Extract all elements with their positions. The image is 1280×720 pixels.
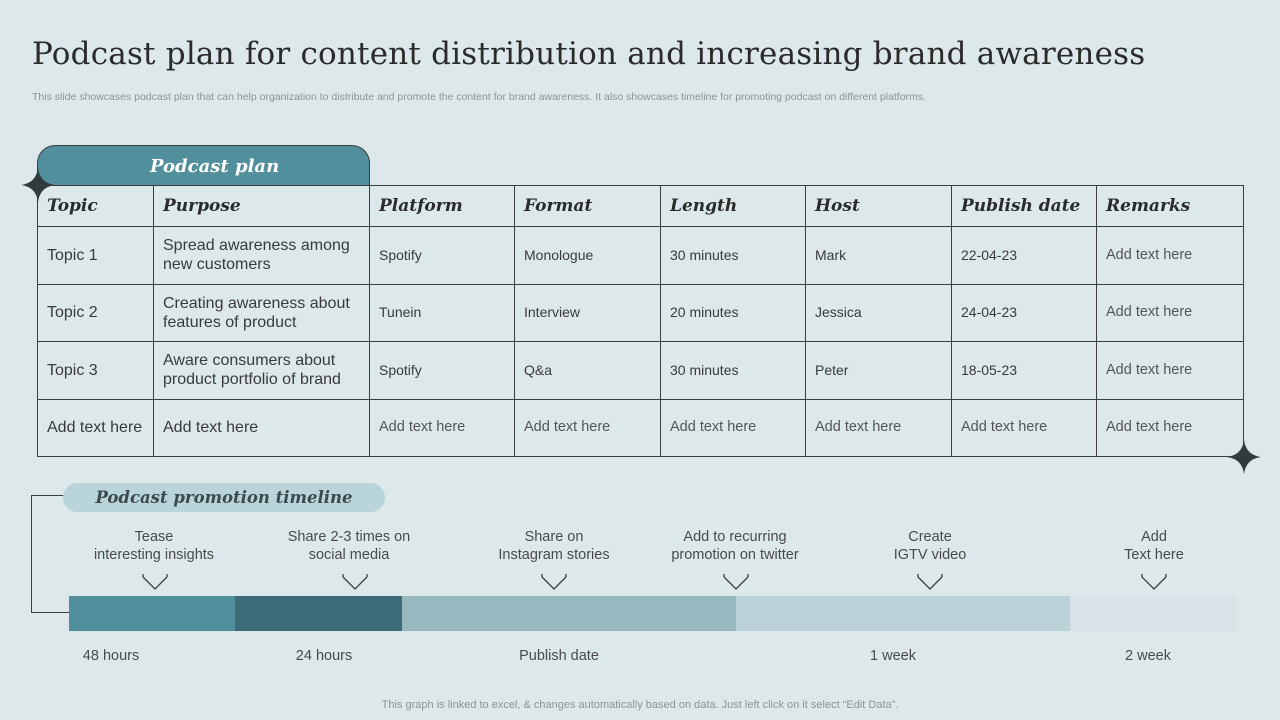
header-format: Format xyxy=(514,185,661,227)
cell-host: Add text here xyxy=(805,398,952,457)
table-header-row: Topic Purpose Platform Format Length Hos… xyxy=(37,185,1244,227)
chevron-down-icon xyxy=(1141,574,1167,590)
header-platform: Platform xyxy=(369,185,515,227)
chevron-down-icon xyxy=(342,574,368,590)
cell-purpose: Creating awareness about features of pro… xyxy=(153,283,370,342)
cell-purpose: Aware consumers about product portfolio … xyxy=(153,341,370,400)
timeline-step: Add to recurring promotion on twitter xyxy=(671,528,798,564)
cell-topic: Topic 1 xyxy=(37,226,154,285)
cell-topic: Topic 3 xyxy=(37,341,154,400)
cell-length: 30 minutes xyxy=(660,341,806,400)
timeline-step-line: IGTV video xyxy=(893,547,967,563)
timeline-segment xyxy=(235,596,403,631)
cell-remarks: Add text here xyxy=(1096,283,1244,342)
timeline-segment xyxy=(1070,596,1237,631)
cell-host: Mark xyxy=(805,226,952,285)
cell-purpose: Add text here xyxy=(153,398,370,457)
header-length: Length xyxy=(660,185,806,227)
timeline-step-line: Add to recurring xyxy=(683,529,787,545)
timeline-step: Tease interesting insights xyxy=(94,528,214,564)
table-row: Add text here Add text here Add text her… xyxy=(37,398,1244,457)
cell-host: Peter xyxy=(805,341,952,400)
timeline-step-line: Text here xyxy=(1124,547,1184,563)
timeline-time-label: 1 week xyxy=(870,648,916,664)
timeline-step-line: Share on xyxy=(524,529,584,545)
table-row: Topic 1 Spread awareness among new custo… xyxy=(37,226,1244,285)
timeline-step: Create IGTV video xyxy=(894,528,967,564)
timeline-step-line: promotion on twitter xyxy=(671,547,799,563)
podcast-plan-table: Topic Purpose Platform Format Length Hos… xyxy=(37,185,1244,457)
timeline-step-line: Instagram stories xyxy=(498,547,610,563)
header-topic: Topic xyxy=(37,185,154,227)
cell-publish-date: 22-04-23 xyxy=(951,226,1097,285)
table-row: Topic 2 Creating awareness about feature… xyxy=(37,283,1244,342)
sparkle-icon xyxy=(1227,440,1261,474)
timeline-time-label: 48 hours xyxy=(82,648,140,664)
header-host: Host xyxy=(805,185,952,227)
cell-topic: Topic 2 xyxy=(37,283,154,342)
table-row: Topic 3 Aware consumers about product po… xyxy=(37,341,1244,400)
timeline-step-line: interesting insights xyxy=(93,547,215,563)
timeline-step-line: social media xyxy=(308,547,390,563)
cell-purpose: Spread awareness among new customers xyxy=(153,226,370,285)
cell-platform: Spotify xyxy=(369,341,515,400)
timeline-step-line: Create xyxy=(908,529,952,545)
header-remarks: Remarks xyxy=(1096,185,1244,227)
header-purpose: Purpose xyxy=(153,185,370,227)
cell-host: Jessica xyxy=(805,283,952,342)
header-publish-date: Publish date xyxy=(951,185,1097,227)
chevron-down-icon xyxy=(541,574,567,590)
cell-format: Monologue xyxy=(514,226,661,285)
page-title: Podcast plan for content distribution an… xyxy=(32,36,1146,72)
timeline-time-label: 24 hours xyxy=(295,648,353,664)
timeline-segment xyxy=(69,596,236,631)
cell-publish-date: 18-05-23 xyxy=(951,341,1097,400)
cell-length: Add text here xyxy=(660,398,806,457)
cell-publish-date: 24-04-23 xyxy=(951,283,1097,342)
timeline-step: Share 2-3 times on social media xyxy=(288,528,411,564)
page-subtitle: This slide showcases podcast plan that c… xyxy=(32,91,926,103)
cell-platform: Add text here xyxy=(369,398,515,457)
cell-length: 20 minutes xyxy=(660,283,806,342)
timeline-bracket xyxy=(31,495,69,613)
cell-format: Add text here xyxy=(514,398,661,457)
timeline-time-label: 2 week xyxy=(1125,648,1171,664)
podcast-plan-tab: Podcast plan xyxy=(37,145,370,186)
chevron-down-icon xyxy=(723,574,749,590)
timeline-segment xyxy=(736,596,1071,631)
cell-format: Interview xyxy=(514,283,661,342)
cell-format: Q&a xyxy=(514,341,661,400)
cell-remarks: Add text here xyxy=(1096,226,1244,285)
timeline-tab: Podcast promotion timeline xyxy=(63,483,385,512)
timeline-step: Share on Instagram stories xyxy=(498,528,609,564)
timeline-step-line: Share 2-3 times on xyxy=(287,529,411,545)
cell-remarks: Add text here xyxy=(1096,398,1244,457)
cell-remarks: Add text here xyxy=(1096,341,1244,400)
timeline-time-label: Publish date xyxy=(519,648,599,664)
cell-length: 30 minutes xyxy=(660,226,806,285)
cell-publish-date: Add text here xyxy=(951,398,1097,457)
chevron-down-icon xyxy=(917,574,943,590)
footer-note: This graph is linked to excel, & changes… xyxy=(381,699,899,711)
cell-topic: Add text here xyxy=(37,398,154,457)
chevron-down-icon xyxy=(142,574,168,590)
timeline-segment xyxy=(402,596,737,631)
cell-platform: Tunein xyxy=(369,283,515,342)
timeline-step: Add Text here xyxy=(1124,528,1184,564)
timeline-step-line: Tease xyxy=(134,529,174,545)
timeline-step-line: Add xyxy=(1141,529,1167,545)
cell-platform: Spotify xyxy=(369,226,515,285)
